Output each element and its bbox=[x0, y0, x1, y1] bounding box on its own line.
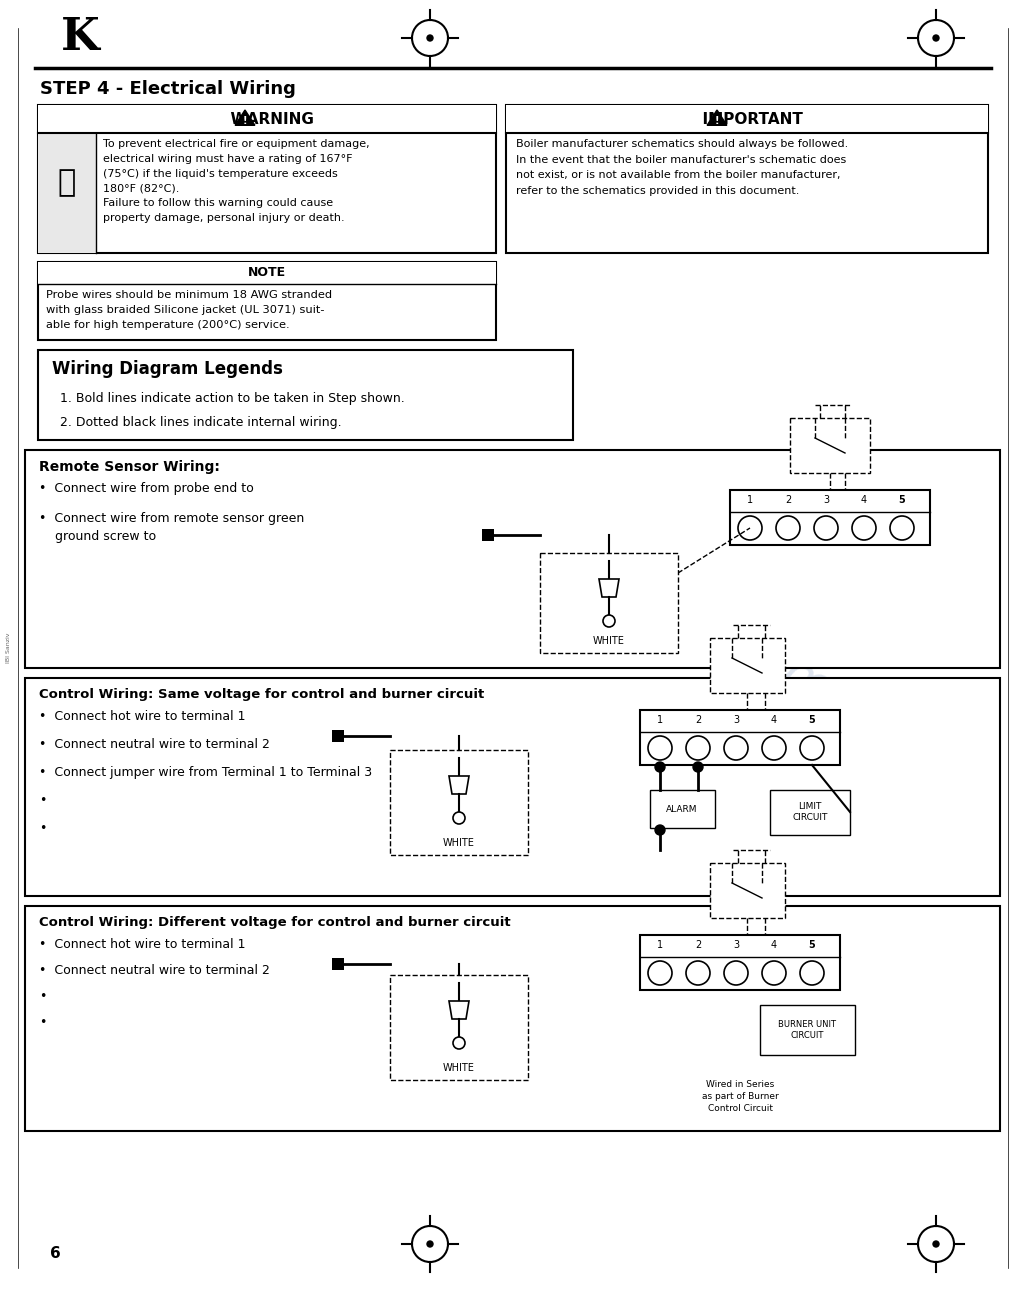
Text: Control Wiring: Different voltage for control and burner circuit: Control Wiring: Different voltage for co… bbox=[39, 916, 511, 929]
Polygon shape bbox=[449, 1001, 469, 1019]
Text: 2. Dotted black lines indicate internal wiring.: 2. Dotted black lines indicate internal … bbox=[60, 416, 342, 429]
Text: 5: 5 bbox=[899, 495, 905, 505]
Bar bbox=[25, 678, 1000, 896]
Text: 5: 5 bbox=[808, 940, 816, 950]
Circle shape bbox=[933, 35, 939, 41]
Text: 3: 3 bbox=[733, 715, 739, 724]
Text: LIMIT
CIRCUIT: LIMIT CIRCUIT bbox=[792, 802, 828, 822]
Text: 1: 1 bbox=[747, 495, 753, 505]
Circle shape bbox=[427, 1242, 433, 1247]
Text: IBI Sanziv: IBI Sanziv bbox=[5, 632, 10, 664]
Bar bbox=[38, 105, 496, 133]
Bar bbox=[540, 553, 678, 653]
Text: Probe wires should be minimum 18 AWG stranded
with glass braided Silicone jacket: Probe wires should be minimum 18 AWG str… bbox=[46, 290, 332, 329]
Text: 4: 4 bbox=[771, 715, 777, 724]
Bar bbox=[38, 350, 573, 441]
Bar bbox=[482, 529, 494, 540]
Text: •: • bbox=[39, 1016, 46, 1029]
Circle shape bbox=[603, 616, 615, 627]
Text: BURNER UNIT
CIRCUIT: BURNER UNIT CIRCUIT bbox=[778, 1020, 836, 1041]
Text: WHITE: WHITE bbox=[593, 636, 625, 645]
Bar bbox=[640, 710, 840, 765]
Text: Control Wiring: Same voltage for control and burner circuit: Control Wiring: Same voltage for control… bbox=[39, 688, 484, 701]
Circle shape bbox=[655, 762, 665, 772]
Polygon shape bbox=[599, 579, 619, 597]
Bar bbox=[640, 934, 840, 990]
Bar bbox=[506, 105, 988, 253]
Polygon shape bbox=[707, 110, 726, 126]
Text: 2: 2 bbox=[785, 495, 791, 505]
Bar bbox=[332, 730, 344, 743]
Text: IMPORTANT: IMPORTANT bbox=[692, 111, 802, 127]
Text: •  Connect hot wire to terminal 1: • Connect hot wire to terminal 1 bbox=[39, 710, 245, 723]
Text: !: ! bbox=[243, 115, 247, 126]
Text: 6: 6 bbox=[49, 1247, 61, 1261]
Circle shape bbox=[453, 813, 465, 824]
Text: •  Connect wire from probe end to: • Connect wire from probe end to bbox=[39, 482, 253, 495]
Text: •  Connect neutral wire to terminal 2: • Connect neutral wire to terminal 2 bbox=[39, 964, 270, 977]
Text: manualshlve.com: manualshlve.com bbox=[433, 452, 839, 714]
Bar bbox=[38, 262, 496, 284]
Text: !: ! bbox=[715, 115, 719, 126]
Bar bbox=[38, 262, 496, 340]
Text: •: • bbox=[39, 822, 46, 835]
Text: 2: 2 bbox=[695, 940, 701, 950]
Text: 2: 2 bbox=[695, 715, 701, 724]
Text: 4: 4 bbox=[861, 495, 867, 505]
Bar bbox=[390, 975, 528, 1080]
Text: 1. Bold lines indicate action to be taken in Step shown.: 1. Bold lines indicate action to be take… bbox=[60, 391, 404, 404]
Bar bbox=[332, 958, 344, 969]
Text: •  Connect jumper wire from Terminal 1 to Terminal 3: • Connect jumper wire from Terminal 1 to… bbox=[39, 766, 372, 779]
Text: K: K bbox=[61, 17, 100, 60]
Text: Remote Sensor Wiring:: Remote Sensor Wiring: bbox=[39, 460, 220, 474]
Circle shape bbox=[655, 826, 665, 835]
Bar bbox=[731, 490, 930, 546]
Text: •  Connect neutral wire to terminal 2: • Connect neutral wire to terminal 2 bbox=[39, 737, 270, 750]
Circle shape bbox=[693, 762, 703, 772]
Bar bbox=[710, 638, 785, 693]
Bar bbox=[25, 906, 1000, 1131]
Bar bbox=[390, 750, 528, 855]
Text: WHITE: WHITE bbox=[443, 1063, 475, 1073]
Polygon shape bbox=[449, 776, 469, 794]
Text: 4: 4 bbox=[771, 940, 777, 950]
Bar bbox=[650, 791, 715, 828]
Bar bbox=[710, 863, 785, 918]
Text: •: • bbox=[39, 794, 46, 807]
Text: 5: 5 bbox=[808, 715, 816, 724]
Circle shape bbox=[933, 1242, 939, 1247]
Bar bbox=[38, 133, 96, 253]
Text: WHITE: WHITE bbox=[443, 839, 475, 848]
Bar bbox=[770, 791, 850, 835]
Text: •: • bbox=[39, 990, 46, 1003]
Text: WARNING: WARNING bbox=[220, 111, 314, 127]
Text: •  Connect wire from remote sensor green
    ground screw to: • Connect wire from remote sensor green … bbox=[39, 512, 305, 543]
Text: •  Connect hot wire to terminal 1: • Connect hot wire to terminal 1 bbox=[39, 938, 245, 951]
Text: Wiring Diagram Legends: Wiring Diagram Legends bbox=[52, 360, 283, 378]
Polygon shape bbox=[235, 110, 254, 126]
Bar bbox=[38, 105, 496, 253]
Circle shape bbox=[427, 35, 433, 41]
Text: Wired in Series
as part of Burner
Control Circuit: Wired in Series as part of Burner Contro… bbox=[702, 1080, 779, 1112]
Text: NOTE: NOTE bbox=[248, 267, 286, 280]
Bar bbox=[506, 105, 988, 133]
Bar bbox=[25, 450, 1000, 667]
Text: 1: 1 bbox=[657, 715, 663, 724]
Bar bbox=[760, 1004, 855, 1055]
Text: Boiler manufacturer schematics should always be followed.
In the event that the : Boiler manufacturer schematics should al… bbox=[516, 139, 849, 196]
Text: STEP 4 - Electrical Wiring: STEP 4 - Electrical Wiring bbox=[40, 80, 295, 98]
Circle shape bbox=[453, 1037, 465, 1048]
Text: 🔥: 🔥 bbox=[57, 168, 76, 197]
Bar bbox=[790, 419, 870, 473]
Text: ALARM: ALARM bbox=[666, 805, 698, 814]
Text: 3: 3 bbox=[823, 495, 829, 505]
Text: 3: 3 bbox=[733, 940, 739, 950]
Text: 1: 1 bbox=[657, 940, 663, 950]
Text: To prevent electrical fire or equipment damage,
electrical wiring must have a ra: To prevent electrical fire or equipment … bbox=[103, 139, 369, 223]
